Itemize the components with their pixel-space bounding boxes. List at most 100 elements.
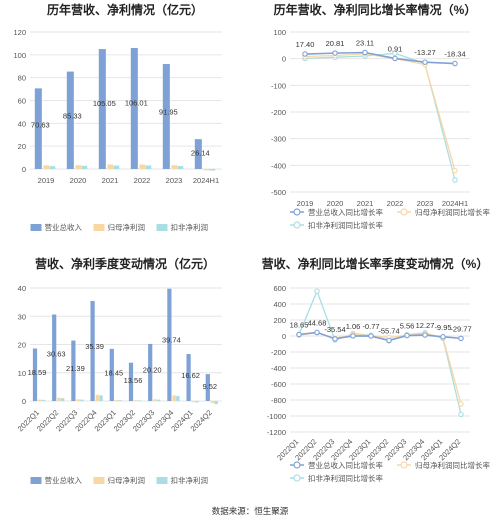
chart-title: 营收、净利季度变动情况（亿元） [35,256,215,271]
net-profit-bar [114,399,119,401]
revenue-growth-label: 18.65 [290,321,309,330]
growth-point [404,332,410,339]
revenue-bar [162,64,170,169]
annual-revenue-profit-chart: 历年营收、净利情况（亿元） 0 20 40 60 80 100 120 70.63 85.33 10… [13,2,222,232]
y-tick-label: 0 [22,397,26,406]
y-tick-label: 600 [273,284,286,293]
net-profit-bar [210,401,215,404]
revenue-data-label: 35.39 [85,342,104,351]
x-tick-label: 2023 [417,199,434,208]
net-profit-bar [191,401,196,403]
deducted-profit-bar [195,401,199,403]
revenue-bar [52,314,57,401]
y-tick-label: -1200 [267,428,286,437]
x-tick-label: 2024H1 [442,199,468,208]
y-tick-label: 0 [22,165,26,174]
growth-point [422,332,428,338]
x-tick-label: 2020 [327,199,344,208]
revenue-bar [205,374,210,401]
y-tick-label: 80 [18,74,26,83]
legend-label: 营业总收入 [45,475,83,485]
revenue-growth-label: -55.74 [378,326,399,335]
revenue-data-label: 106.01 [125,98,148,107]
y-tick-label: 0 [282,332,286,341]
x-tick-label: 2020 [70,176,87,185]
revenue-bar [128,362,134,401]
chart-title: 历年营收、净利同比增长率情况（%） [274,2,477,17]
y-tick-label: -500 [271,188,286,197]
revenue-data-label: 39.74 [162,335,181,344]
revenue-growth-label: 1.06 [346,322,361,331]
revenue-data-label: 21.39 [66,364,85,373]
y-tick-label: -400 [271,161,286,170]
growth-point [422,59,428,65]
deducted-profit-bar [156,399,161,401]
revenue-bar [130,47,138,169]
revenue-bar [167,288,172,401]
x-tick-label: 2019 [38,176,55,185]
legend-marker [293,208,301,216]
net-profit-bar [76,399,80,401]
revenue-data-label: 18.45 [104,368,123,377]
y-tick-label: -100 [271,81,286,90]
revenue-data-label: 9.52 [202,382,217,391]
legend-swatch [93,477,105,484]
revenue-data-label: 30.63 [47,349,66,358]
legend-label: 归母净利润同比增长率 [415,460,490,470]
deducted-profit-bar [113,165,120,169]
revenue-data-label: 91.95 [159,107,178,116]
legend-marker [293,221,301,229]
revenue-growth-label: 23.11 [356,39,374,48]
growth-point [392,55,398,62]
revenue-bar [194,139,202,169]
revenue-bar [32,348,38,401]
revenue-data-label: 13.56 [124,376,143,385]
revenue-growth-line [304,51,456,65]
revenue-growth-label: -35.54 [324,325,345,334]
legend-label: 营业总收入同比增长率 [308,207,383,217]
y-tick-label: 20 [18,341,26,350]
revenue-growth-label: -29.77 [450,324,471,333]
deducted-profit-bar [137,400,142,402]
legend-swatch [30,477,42,484]
y-tick-label: 40 [18,119,26,128]
deducted-profit-bar [145,165,152,169]
growth-point [296,331,302,338]
legend-swatch [93,224,105,231]
x-tick-label: 2022 [134,176,151,185]
legend-label: 营业总收入同比增长率 [308,460,383,470]
y-tick-label: -600 [271,380,286,389]
growth-point [440,334,446,340]
revenue-growth-label: 0.91 [388,44,403,53]
revenue-bar [186,354,191,401]
revenue-growth-label: 17.40 [296,40,315,49]
growth-point [386,337,392,344]
net-profit-bar [57,397,61,401]
y-tick-label: 0 [282,55,286,64]
y-tick-label: -1000 [267,412,286,421]
legend-label: 营业总收入 [45,222,83,232]
deducted-profit-bar [81,165,88,169]
revenue-growth-label: -18.34 [444,50,465,59]
net-profit-bar [203,169,210,171]
revenue-growth-label: -13.27 [414,48,435,57]
x-tick-label: 2024H1 [193,176,219,185]
growth-point [302,51,308,57]
net-profit-bar [75,165,82,169]
revenue-data-label: 85.33 [63,111,82,120]
chart-title: 历年营收、净利情况（亿元） [47,2,203,17]
deducted-profit-bar [49,166,56,169]
deducted-profit-bar [60,398,65,401]
y-tick-label: -200 [271,348,286,357]
y-tick-label: 200 [273,316,286,325]
y-tick-label: 400 [273,300,286,309]
legend-marker [293,461,301,469]
revenue-growth-label: -9.95 [434,323,451,332]
deducted-profit-growth-line [304,52,456,181]
y-tick-label: 100 [273,28,286,37]
legend-swatch [156,224,168,231]
net-profit-bar [107,164,114,169]
legend-marker [293,474,301,482]
y-tick-label: -200 [271,108,286,117]
